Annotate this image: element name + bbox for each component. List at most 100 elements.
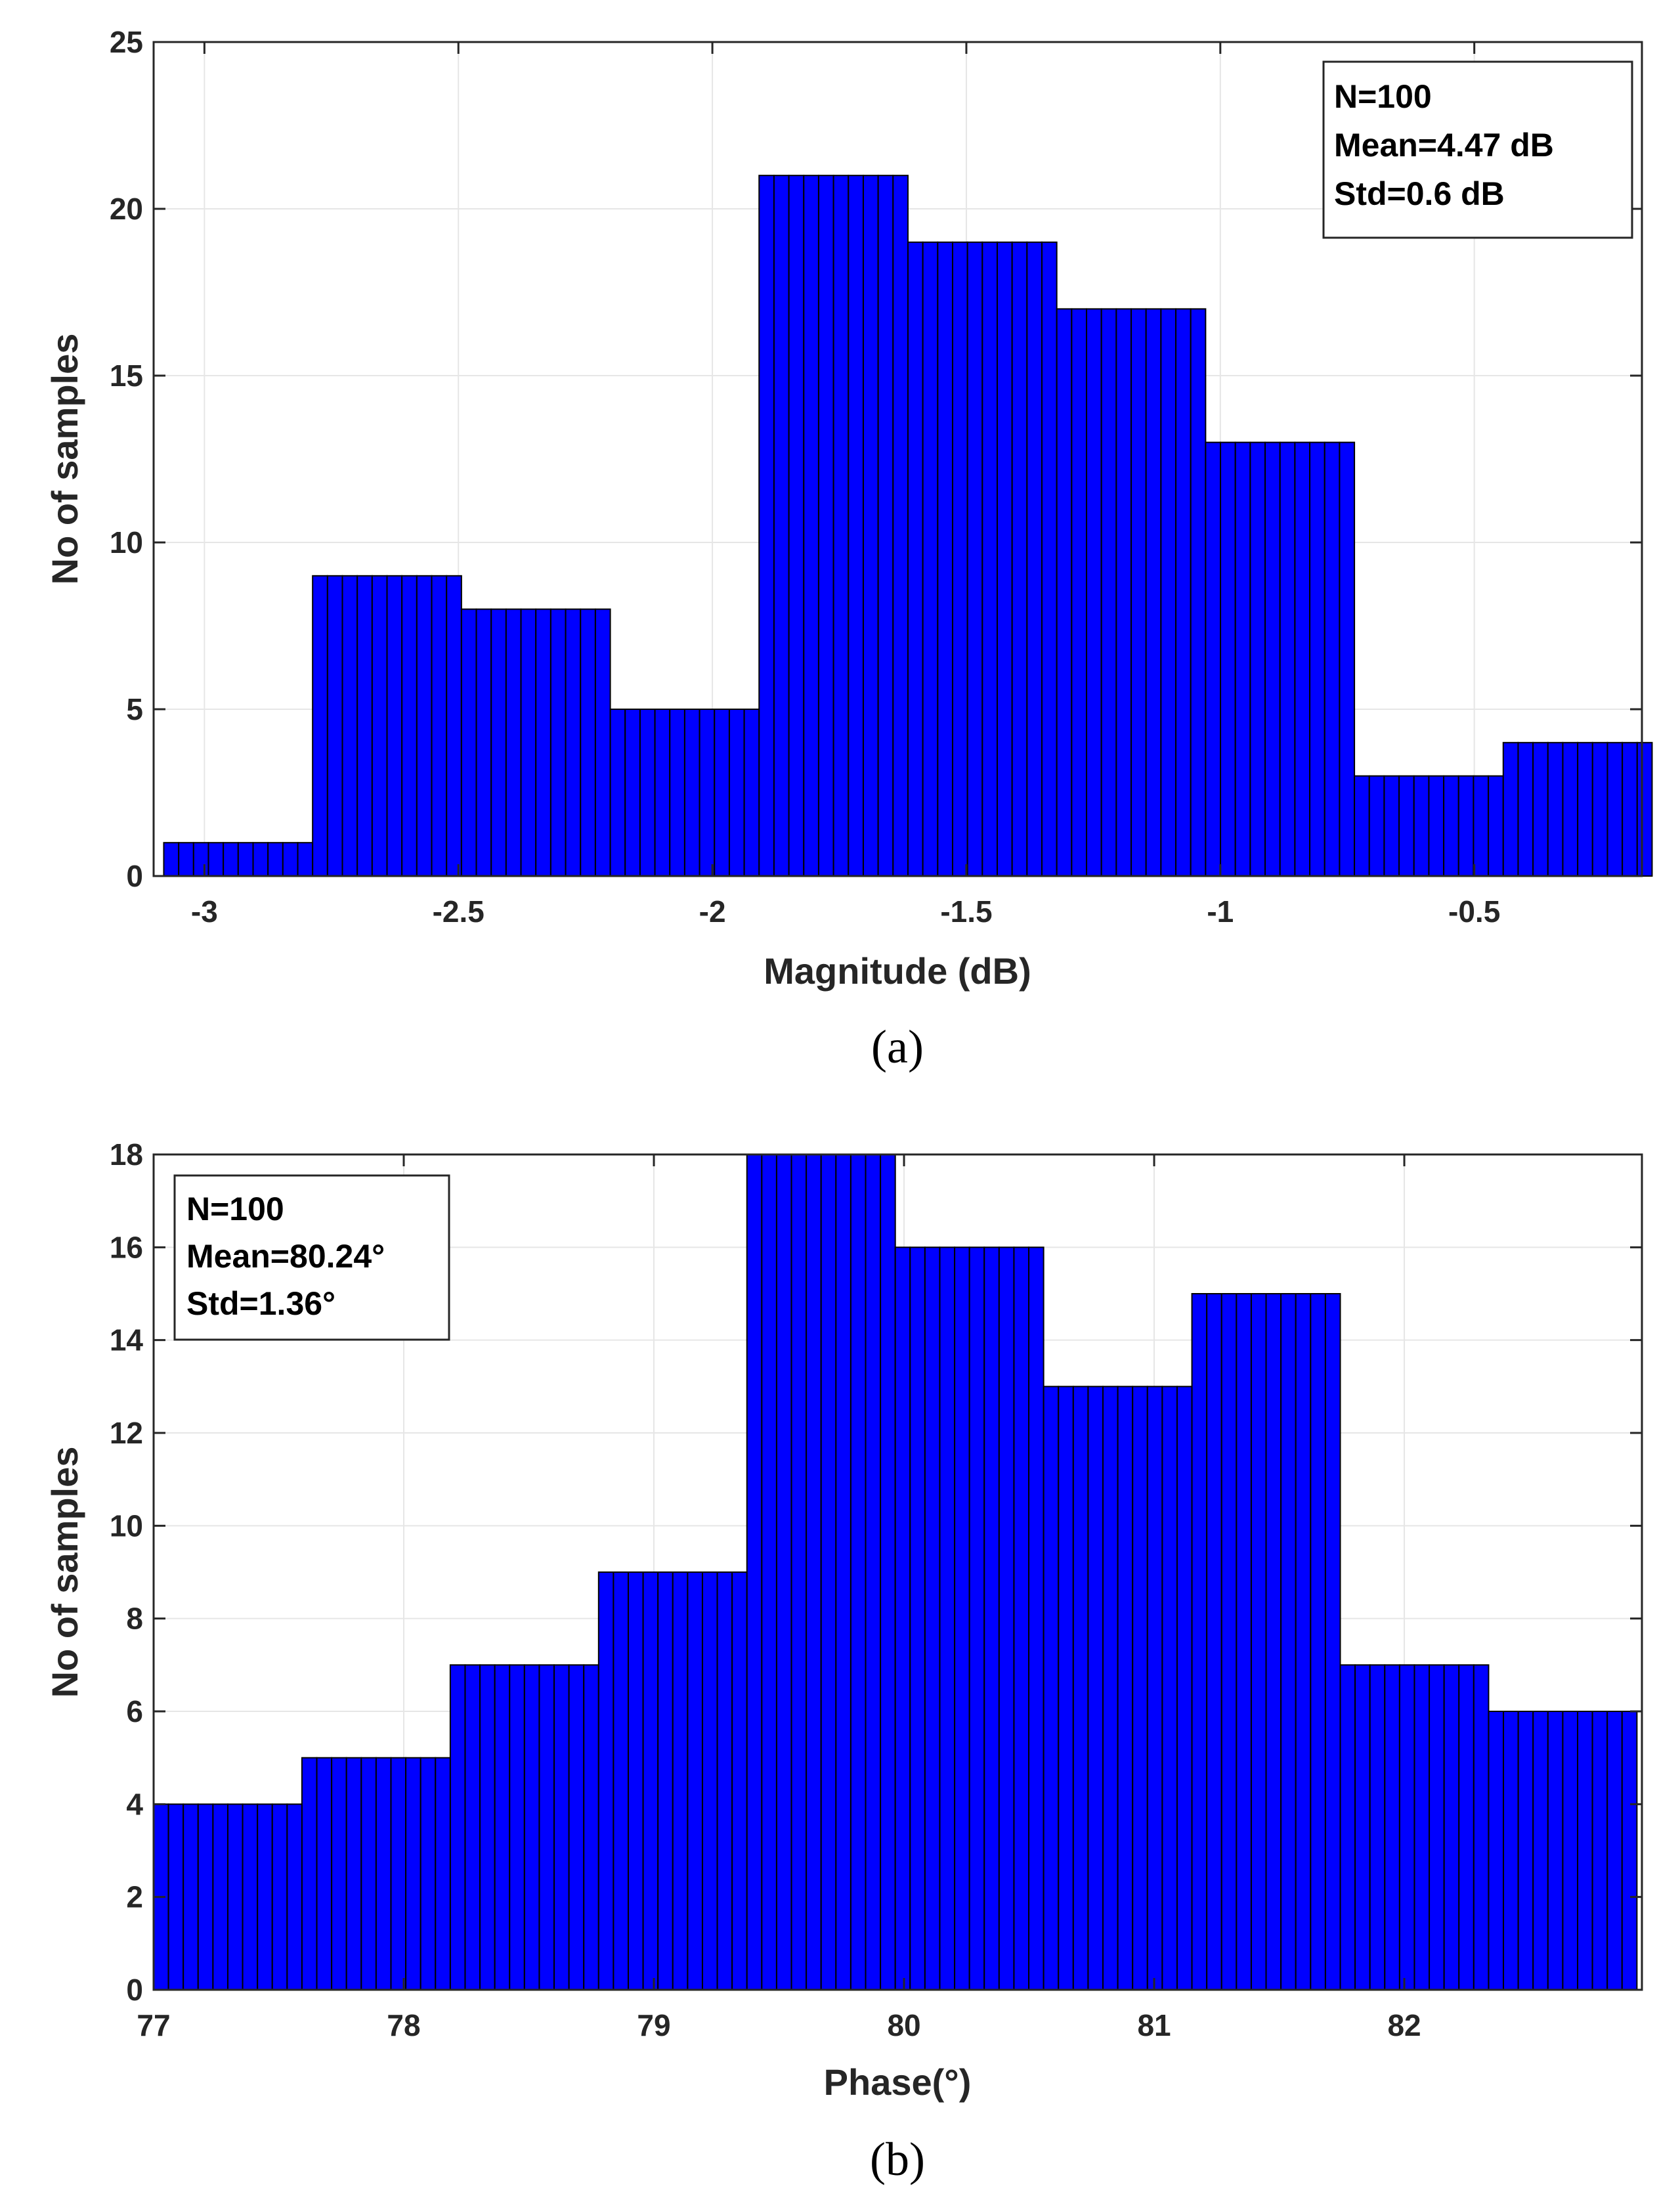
y-tick-label: 14 [110,1323,144,1357]
histogram-bar [360,1757,377,1991]
histogram-bar [1100,308,1117,877]
histogram-bar [951,241,968,877]
histogram-bar [1547,1711,1564,1990]
histogram-bar [1457,775,1475,877]
histogram-bar [568,1664,585,1990]
histogram-bar [1488,775,1504,877]
histogram-bar [1636,741,1653,877]
histogram-bar [1309,441,1325,877]
histogram-bar [420,1757,437,1991]
histogram-bar [758,175,775,877]
axes-frame-phase [152,1153,1643,1991]
x-tick-label: 81 [1137,2008,1171,2042]
y-tick-label: 10 [110,525,143,560]
histogram-bar [835,1154,851,1990]
histogram-bar [1413,1664,1431,1990]
histogram-bar [594,608,611,877]
histogram-bar [922,241,939,877]
histogram-bar [1234,441,1251,877]
histogram-bar [1013,1246,1030,1990]
histogram-bar [520,608,537,877]
y-tick-label: 10 [110,1508,143,1543]
histogram-bar [1265,1293,1282,1990]
histogram-bar [1398,1664,1415,1990]
legend-n-magnitude: N=100 [1334,78,1432,115]
legend-box-phase [173,1174,450,1341]
histogram-bar [1280,1293,1297,1990]
histogram-bar [375,1757,392,1991]
histogram-bar [624,709,641,877]
histogram-bar [716,1571,733,1990]
x-tick-label: 82 [1387,2008,1421,2042]
histogram-bar [683,709,700,877]
histogram-bar [178,842,194,877]
histogram-bar [282,842,299,877]
histogram-bar [701,1571,718,1990]
histogram-bar [966,241,983,877]
histogram-bar [386,575,403,877]
histogram-bar [850,1154,867,1990]
y-tick-label: 6 [126,1694,143,1728]
histogram-bar [446,575,462,877]
histogram-bar [1310,1293,1326,1990]
ticks-phase: 77 78 79 80 81 82 0 2 4 6 8 10 12 14 16 18 [110,1137,1642,2042]
histogram-bar [267,842,284,877]
histogram-bar [1205,441,1222,877]
histogram-bar [862,175,879,877]
histogram-bar [1220,441,1236,877]
histogram-bar [1191,1293,1208,1990]
histogram-bar [1072,1386,1089,1990]
histogram-bar [1146,1386,1163,1990]
histogram-bar [1190,308,1207,877]
histogram-bar [1206,1293,1222,1990]
histogram-bar [998,1246,1015,1990]
histogram-bar [464,1664,481,1990]
histogram-bar [1028,1246,1045,1990]
histogram-bar [509,1664,525,1990]
legend-phase: N=100 Mean=80.24° Std=1.36° [173,1174,450,1341]
y-tick-label: 2 [126,1880,143,1914]
histogram-bar [1026,241,1043,877]
histogram-bar [312,575,328,877]
histogram-bar [820,1154,837,1990]
histogram-bar [252,842,269,877]
histogram-bar [1503,1711,1519,1990]
histogram-bar [1354,775,1370,877]
histogram-bar [907,241,924,877]
histogram-bar [226,1803,244,1990]
histogram-bar [449,1664,466,1990]
histogram-bar [728,709,745,877]
histogram-bar [416,575,433,877]
y-tick-label: 0 [126,859,143,893]
histogram-bar [1294,441,1311,877]
histogram-bar [775,1154,792,1990]
histogram-bar [583,1664,599,1990]
histogram-bar [1591,1711,1608,1990]
histogram-bar [192,842,209,877]
histogram-bar [1591,741,1608,877]
histogram-bar [183,1803,199,1990]
histogram-bar [806,1154,822,1990]
histogram-bar [731,1571,748,1990]
histogram-bar [654,709,671,877]
histogram-bar [788,175,805,877]
histogram-bar [981,241,998,877]
histogram-bar [1058,1386,1074,1990]
histogram-bar [1443,1664,1460,1990]
histogram-bar [1383,775,1400,877]
histogram-bar [565,608,582,877]
histogram-bar [494,1664,511,1990]
histogram-bar [1220,1293,1238,1990]
histogram-bar [909,1246,926,1990]
histogram-magnitude-panel: -3 -2.5 -2 -1.5 -1 -0.5 0 5 10 15 20 25 Magnitude (… [44,25,1653,1073]
histogram-bar [880,1154,896,1990]
x-axis-label-phase: Phase(°) [824,2061,972,2103]
histogram-bar [1429,1664,1445,1990]
histogram-bar [1473,775,1490,877]
histogram-bar [954,1246,970,1990]
histogram-bar [790,1154,808,1990]
legend-mean-phase: Mean=80.24° [186,1238,385,1275]
histogram-bar [1102,1386,1119,1990]
histogram-bar [297,842,314,877]
